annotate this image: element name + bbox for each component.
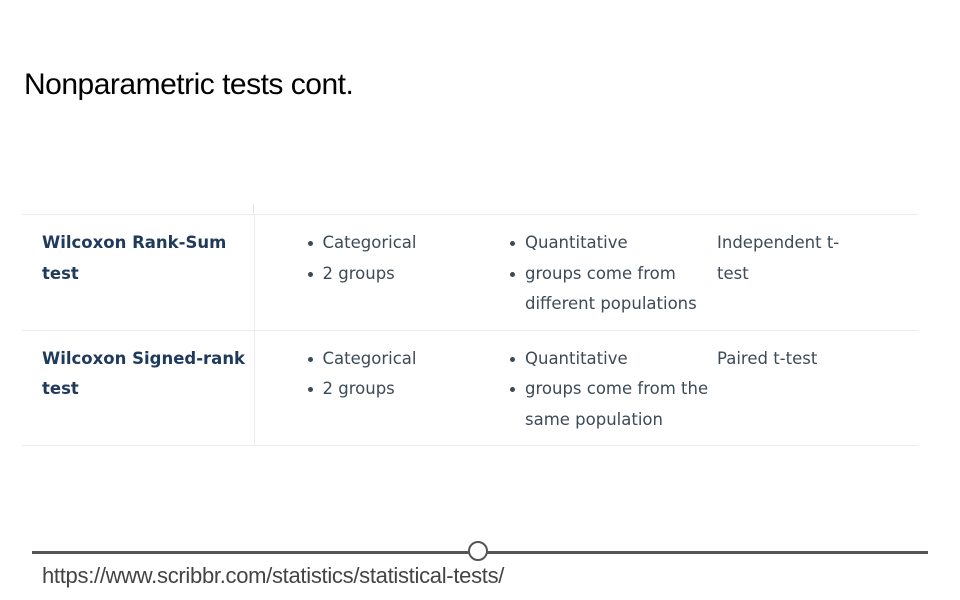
test-name-cell: Wilcoxon Rank-Sum test xyxy=(22,214,255,330)
table-row: Wilcoxon Signed-rank test Categorical 2 … xyxy=(22,329,918,446)
list-item: 2 groups xyxy=(307,374,460,405)
timeline-marker xyxy=(468,541,488,561)
list-item: Quantitative xyxy=(509,228,717,259)
slide-title: Nonparametric tests cont. xyxy=(24,68,354,101)
table-row: Wilcoxon Rank-Sum test Categorical 2 gro… xyxy=(22,214,918,330)
outcome-list: Quantitative groups come from the same p… xyxy=(509,344,717,436)
table-divider-stub xyxy=(253,204,254,214)
list-item: Categorical xyxy=(307,228,460,259)
equivalent-text: Independent t-test xyxy=(717,233,840,283)
outcome-cell: Quantitative groups come from different … xyxy=(459,214,717,330)
list-item: groups come from different populations xyxy=(509,259,717,320)
outcome-cell: Quantitative groups come from the same p… xyxy=(459,329,717,446)
predictor-cell: Categorical 2 groups xyxy=(254,329,460,446)
predictor-list: Categorical 2 groups xyxy=(307,344,460,405)
equivalent-cell: Paired t-test xyxy=(717,329,918,446)
source-link[interactable]: https://www.scribbr.com/statistics/stati… xyxy=(42,563,505,588)
predictor-list: Categorical 2 groups xyxy=(307,228,460,289)
equivalent-text: Paired t-test xyxy=(717,348,818,368)
list-item: Quantitative xyxy=(509,344,717,375)
list-item: groups come from the same population xyxy=(509,374,717,435)
predictor-cell: Categorical 2 groups xyxy=(254,214,460,330)
list-item: 2 groups xyxy=(307,259,460,290)
list-item: Categorical xyxy=(307,344,460,375)
equivalent-cell: Independent t-test xyxy=(717,214,918,330)
test-name-cell: Wilcoxon Signed-rank test xyxy=(22,329,255,446)
tests-table: Wilcoxon Rank-Sum test Categorical 2 gro… xyxy=(22,214,918,446)
outcome-list: Quantitative groups come from different … xyxy=(509,228,717,320)
tests-table-container: Wilcoxon Rank-Sum test Categorical 2 gro… xyxy=(22,204,918,446)
